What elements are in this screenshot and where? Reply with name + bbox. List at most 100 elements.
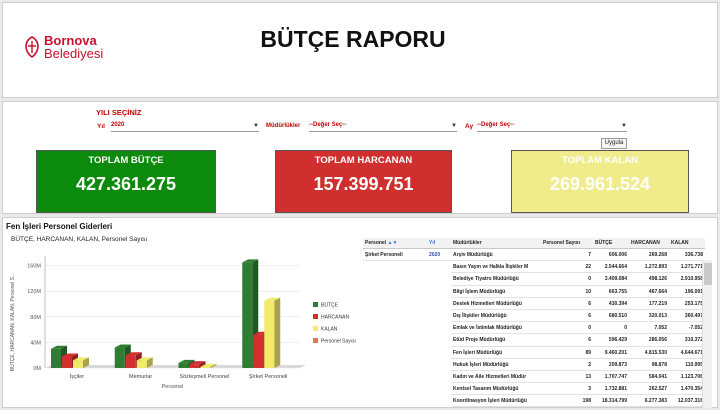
year-select[interactable]: 2020 ▼ (111, 122, 259, 132)
chart-title: BÜTÇE, HARCANAN, KALAN, Personel Sayısı (11, 236, 148, 243)
y-tick-label: 40M (30, 340, 41, 346)
sort-icon[interactable]: ▲▼ (387, 240, 398, 246)
table-cell-kalan: 4.644.671 (669, 347, 705, 359)
y-tick-label: 0M (33, 366, 41, 372)
table-cell-harc: 584.041 (629, 371, 669, 384)
bar-top (73, 357, 89, 361)
chart-floor (45, 365, 306, 368)
bar-side (146, 357, 153, 368)
bornova-logo: Bornova Belediyesi (23, 33, 103, 63)
table-cell-sayi: 7 (541, 249, 593, 262)
table-cell-mud: Hukuk İşleri Müdürlüğü (451, 359, 541, 371)
y-tick-label: 160M (27, 264, 41, 270)
table-cell-mud: Etüd Proje Müdürlüğü (451, 334, 541, 347)
kpi-value: 427.361.275 (75, 174, 177, 194)
section-title: Fen İşleri Personel Giderleri (6, 222, 113, 231)
kpi-label: TOPLAM HARCANAN (314, 155, 413, 166)
x-tick-label: Şirket Personeli (249, 374, 288, 380)
col-kalan: KALAN 336.738 1.271.771 2.910.958 196.091 25… (669, 238, 705, 408)
emblem-icon (25, 36, 39, 58)
bar-b-t-e (114, 347, 125, 368)
table-cell-kalan: 253.175 (669, 298, 705, 310)
table-cell-sayi: 13 (541, 371, 593, 384)
table-cell-harc: 98.878 (629, 359, 669, 371)
header-butce[interactable]: BÜTÇE (593, 238, 629, 249)
table-cell-harc: 262.527 (629, 383, 669, 396)
col-butce: BÜTÇE 606.006 2.544.664 3.409.084 663.755 43… (593, 238, 629, 408)
header-harcanan[interactable]: HARCANAN (629, 238, 669, 249)
bar-harcanan (125, 355, 136, 368)
table-scrollbar[interactable] (702, 260, 712, 408)
table-cell-harc: 320.013 (629, 310, 669, 323)
legend-swatch (313, 338, 318, 343)
table-cell-mud: Belediye Tiyatro Müdürlüğü (451, 273, 541, 286)
table-cell-butce: 0 (593, 322, 629, 335)
col-personel: Personel ▲▼ Şirket Personeli (363, 238, 427, 262)
legend-label: Personel Sayısı (321, 339, 356, 345)
table-cell-harc: 1.272.893 (629, 261, 669, 274)
table-cell-mud: Destek Hizmetleri Müdürlüğü (451, 298, 541, 310)
table-cell-harc: 6.277.383 (629, 395, 669, 408)
header-personel[interactable]: Personel ▲▼ (363, 238, 427, 249)
header-sayi[interactable]: Personel Sayısı (541, 238, 593, 249)
table-cell-mud: Basın Yayın ve Halkla İlişkiler M (451, 261, 541, 274)
filters-panel: YILI SEÇİNİZ Yıl 2020 ▼ Müdürlükler --De… (2, 101, 718, 214)
kpi-total-budget: TOPLAM BÜTÇE 427.361.275 (36, 150, 216, 213)
legend-label: KALAN (321, 327, 338, 333)
table-cell-sayi: 22 (541, 261, 593, 274)
bar-side (210, 363, 217, 368)
table-cell-sayi: 6 (541, 298, 593, 310)
table-cell-kalan: 1.470.354 (669, 383, 705, 396)
kpi-total-remaining: TOPLAM KALAN 269.961.524 (511, 150, 689, 213)
logo-line2: Belediyesi (44, 46, 104, 61)
table-cell-kalan: 12.037.316 (669, 395, 705, 408)
table-cell-mud: Bilgi İşlem Müdürlüğü (451, 286, 541, 298)
chevron-down-icon: ▼ (253, 123, 259, 129)
apply-button[interactable]: Uygula (601, 138, 627, 149)
table-cell-butce: 18.314.799 (593, 395, 629, 408)
bar-harcanan (253, 334, 264, 368)
table-cell-harc: 467.664 (629, 286, 669, 298)
y-tick-label: 80M (30, 315, 41, 321)
bar-top (200, 363, 217, 367)
month-select-value: --Değer Seç-- (477, 122, 515, 128)
legend-swatch (313, 314, 318, 319)
x-tick-label: İşçiler (70, 373, 85, 380)
table-cell-kalan: 1.123.706 (669, 371, 705, 384)
col-yil: Yıl 2020 (427, 238, 451, 262)
table-cell-harc: 4.815.530 (629, 347, 669, 359)
table-cell-harc: 498.126 (629, 273, 669, 286)
table-cell-kalan: 196.091 (669, 286, 705, 298)
table-cell-mud: Fen İşleri Müdürlüğü (451, 347, 541, 359)
header-kalan[interactable]: KALAN (669, 238, 705, 249)
header-mudurluk[interactable]: Müdürlükler (451, 238, 541, 249)
table-cell-harc: 7.052 (629, 322, 669, 335)
legend-label: BÜTÇE (321, 302, 339, 309)
table-cell-butce: 606.006 (593, 249, 629, 262)
bar-side (199, 361, 206, 368)
bar-top (136, 357, 153, 361)
table-cell-harc: 286.056 (629, 334, 669, 347)
bar-b-t-e (242, 262, 253, 368)
kpi-total-spent: TOPLAM HARCANAN 157.399.751 (275, 150, 452, 213)
dept-select[interactable]: --Değer Seç-- ▼ (309, 122, 457, 132)
table-cell-butce: 209.873 (593, 359, 629, 371)
col-harcanan: HARCANAN 269.268 1.272.893 498.126 467.664 1… (629, 238, 669, 408)
table-cell-kalan: 360.497 (669, 310, 705, 323)
bar-kalan (136, 360, 147, 368)
bar-b-t-e (51, 348, 61, 368)
bar-kalan (73, 360, 83, 368)
bar-top (62, 353, 78, 357)
bar-b-t-e (178, 362, 189, 368)
table-cell-mud: Koordinasyon İşleri Müdürlüğü (451, 395, 541, 408)
col-mudurluk: Müdürlükler Arşiv Müdürlüğü Basın Yayın v… (451, 238, 541, 408)
chevron-down-icon: ▼ (451, 123, 457, 129)
bar-side (83, 357, 89, 368)
scroll-thumb[interactable] (704, 263, 712, 285)
table-cell-mud: Dış İlişkiler Müdürlüğü (451, 310, 541, 323)
year-label: Yıl (97, 123, 105, 130)
header-yil[interactable]: Yıl (427, 238, 451, 249)
table-cell-harc: 269.268 (629, 249, 669, 262)
month-select[interactable]: --Değer Seç-- ▼ (477, 122, 627, 132)
bar-harcanan (189, 364, 200, 368)
